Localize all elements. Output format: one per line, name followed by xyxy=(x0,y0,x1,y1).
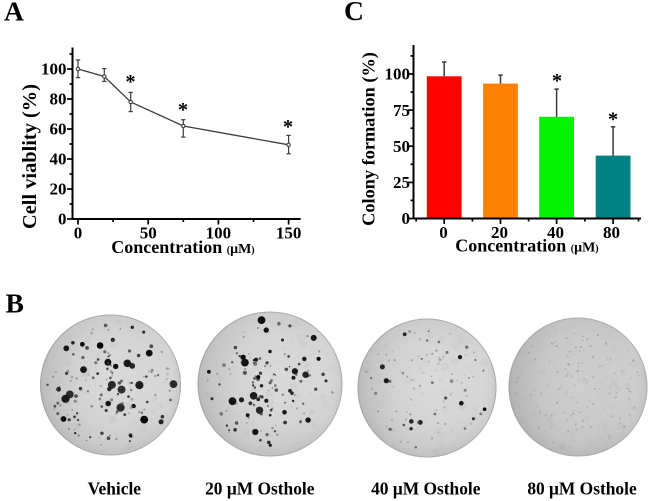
svg-text:Colony formation (%): Colony formation (%) xyxy=(359,52,380,226)
svg-text:50: 50 xyxy=(140,223,157,242)
svg-text:Concentration (μM): Concentration (μM) xyxy=(111,237,254,257)
svg-text:Cell viablity (%): Cell viablity (%) xyxy=(19,84,41,229)
svg-text:*: * xyxy=(125,71,135,93)
svg-text:*: * xyxy=(178,99,188,121)
svg-text:20: 20 xyxy=(50,180,67,199)
svg-text:0: 0 xyxy=(439,223,448,242)
svg-text:*: * xyxy=(608,108,618,130)
svg-text:20 μM Osthole: 20 μM Osthole xyxy=(205,479,315,499)
svg-text:100: 100 xyxy=(385,65,411,84)
svg-text:40: 40 xyxy=(547,223,564,242)
svg-text:B: B xyxy=(6,288,24,319)
svg-text:0: 0 xyxy=(58,210,67,229)
svg-text:100: 100 xyxy=(206,223,232,242)
svg-text:0: 0 xyxy=(402,209,411,228)
svg-text:75: 75 xyxy=(393,101,410,120)
svg-text:40 μM Osthole: 40 μM Osthole xyxy=(371,479,481,499)
svg-text:*: * xyxy=(552,70,562,92)
svg-text:*: * xyxy=(283,116,293,138)
svg-text:100: 100 xyxy=(41,60,67,79)
svg-text:Vehicle: Vehicle xyxy=(88,479,142,499)
svg-text:50: 50 xyxy=(393,137,410,156)
svg-text:80: 80 xyxy=(603,223,620,242)
svg-text:0: 0 xyxy=(74,223,83,242)
svg-text:60: 60 xyxy=(50,120,67,139)
svg-text:A: A xyxy=(4,0,24,27)
svg-text:Concentration (μM): Concentration (μM) xyxy=(455,236,598,256)
svg-text:25: 25 xyxy=(393,173,410,192)
svg-text:150: 150 xyxy=(276,223,302,242)
svg-text:20: 20 xyxy=(491,223,508,242)
svg-text:C: C xyxy=(344,0,364,26)
svg-text:80: 80 xyxy=(50,90,67,109)
svg-text:40: 40 xyxy=(50,150,67,169)
svg-text:80 μM Osthole: 80 μM Osthole xyxy=(527,479,637,499)
